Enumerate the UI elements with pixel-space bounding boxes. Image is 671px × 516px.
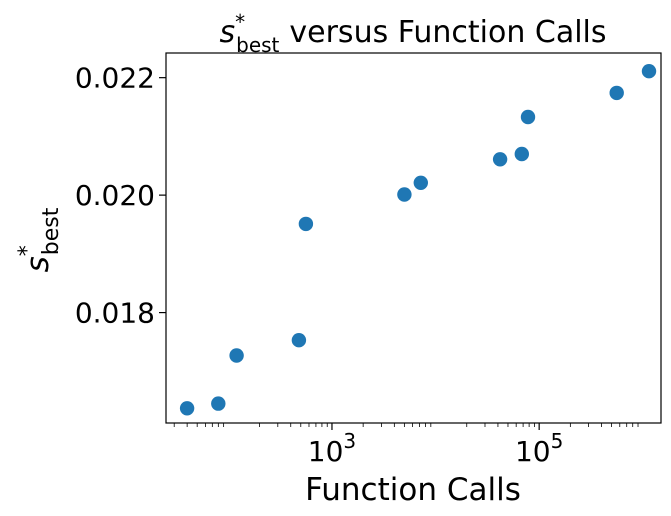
y-tick-label-2: 0.020 (75, 179, 155, 212)
data-point-11 (609, 85, 624, 101)
title-main: versus Function Calls (289, 15, 606, 50)
data-point-7 (413, 175, 428, 190)
x-axis-label: Function Calls (305, 472, 521, 508)
plot-layer (179, 63, 657, 416)
data-point-8 (492, 152, 508, 167)
x-tick-label-1: 103 (308, 429, 356, 468)
axes-layer: 0.018 0.020 0.022 103 105 (75, 62, 639, 468)
title-symbol-sub: best (236, 33, 279, 57)
chart-title: s* best versus Function Calls (219, 10, 606, 57)
y-tick-label-3: 0.022 (75, 62, 155, 95)
y-tick-label-1: 0.018 (75, 297, 155, 330)
data-point-1 (179, 401, 195, 416)
y-label-sup: * (15, 245, 40, 256)
data-point-5 (298, 216, 314, 232)
data-point-3 (229, 348, 244, 363)
y-label-symbol: s (20, 256, 56, 272)
x-tick-label-2: 105 (515, 429, 563, 468)
data-point-2 (211, 396, 226, 411)
data-point-4 (291, 333, 307, 348)
plot-frame (165, 52, 662, 424)
y-label-sub: best (39, 207, 64, 255)
title-symbol: s (219, 15, 235, 50)
data-point-10 (520, 109, 536, 125)
data-point-6 (397, 187, 412, 202)
data-point-12 (641, 63, 657, 79)
title-symbol-sup: * (235, 10, 245, 34)
data-point-9 (514, 146, 529, 162)
y-axis-label: s*best (15, 207, 64, 272)
